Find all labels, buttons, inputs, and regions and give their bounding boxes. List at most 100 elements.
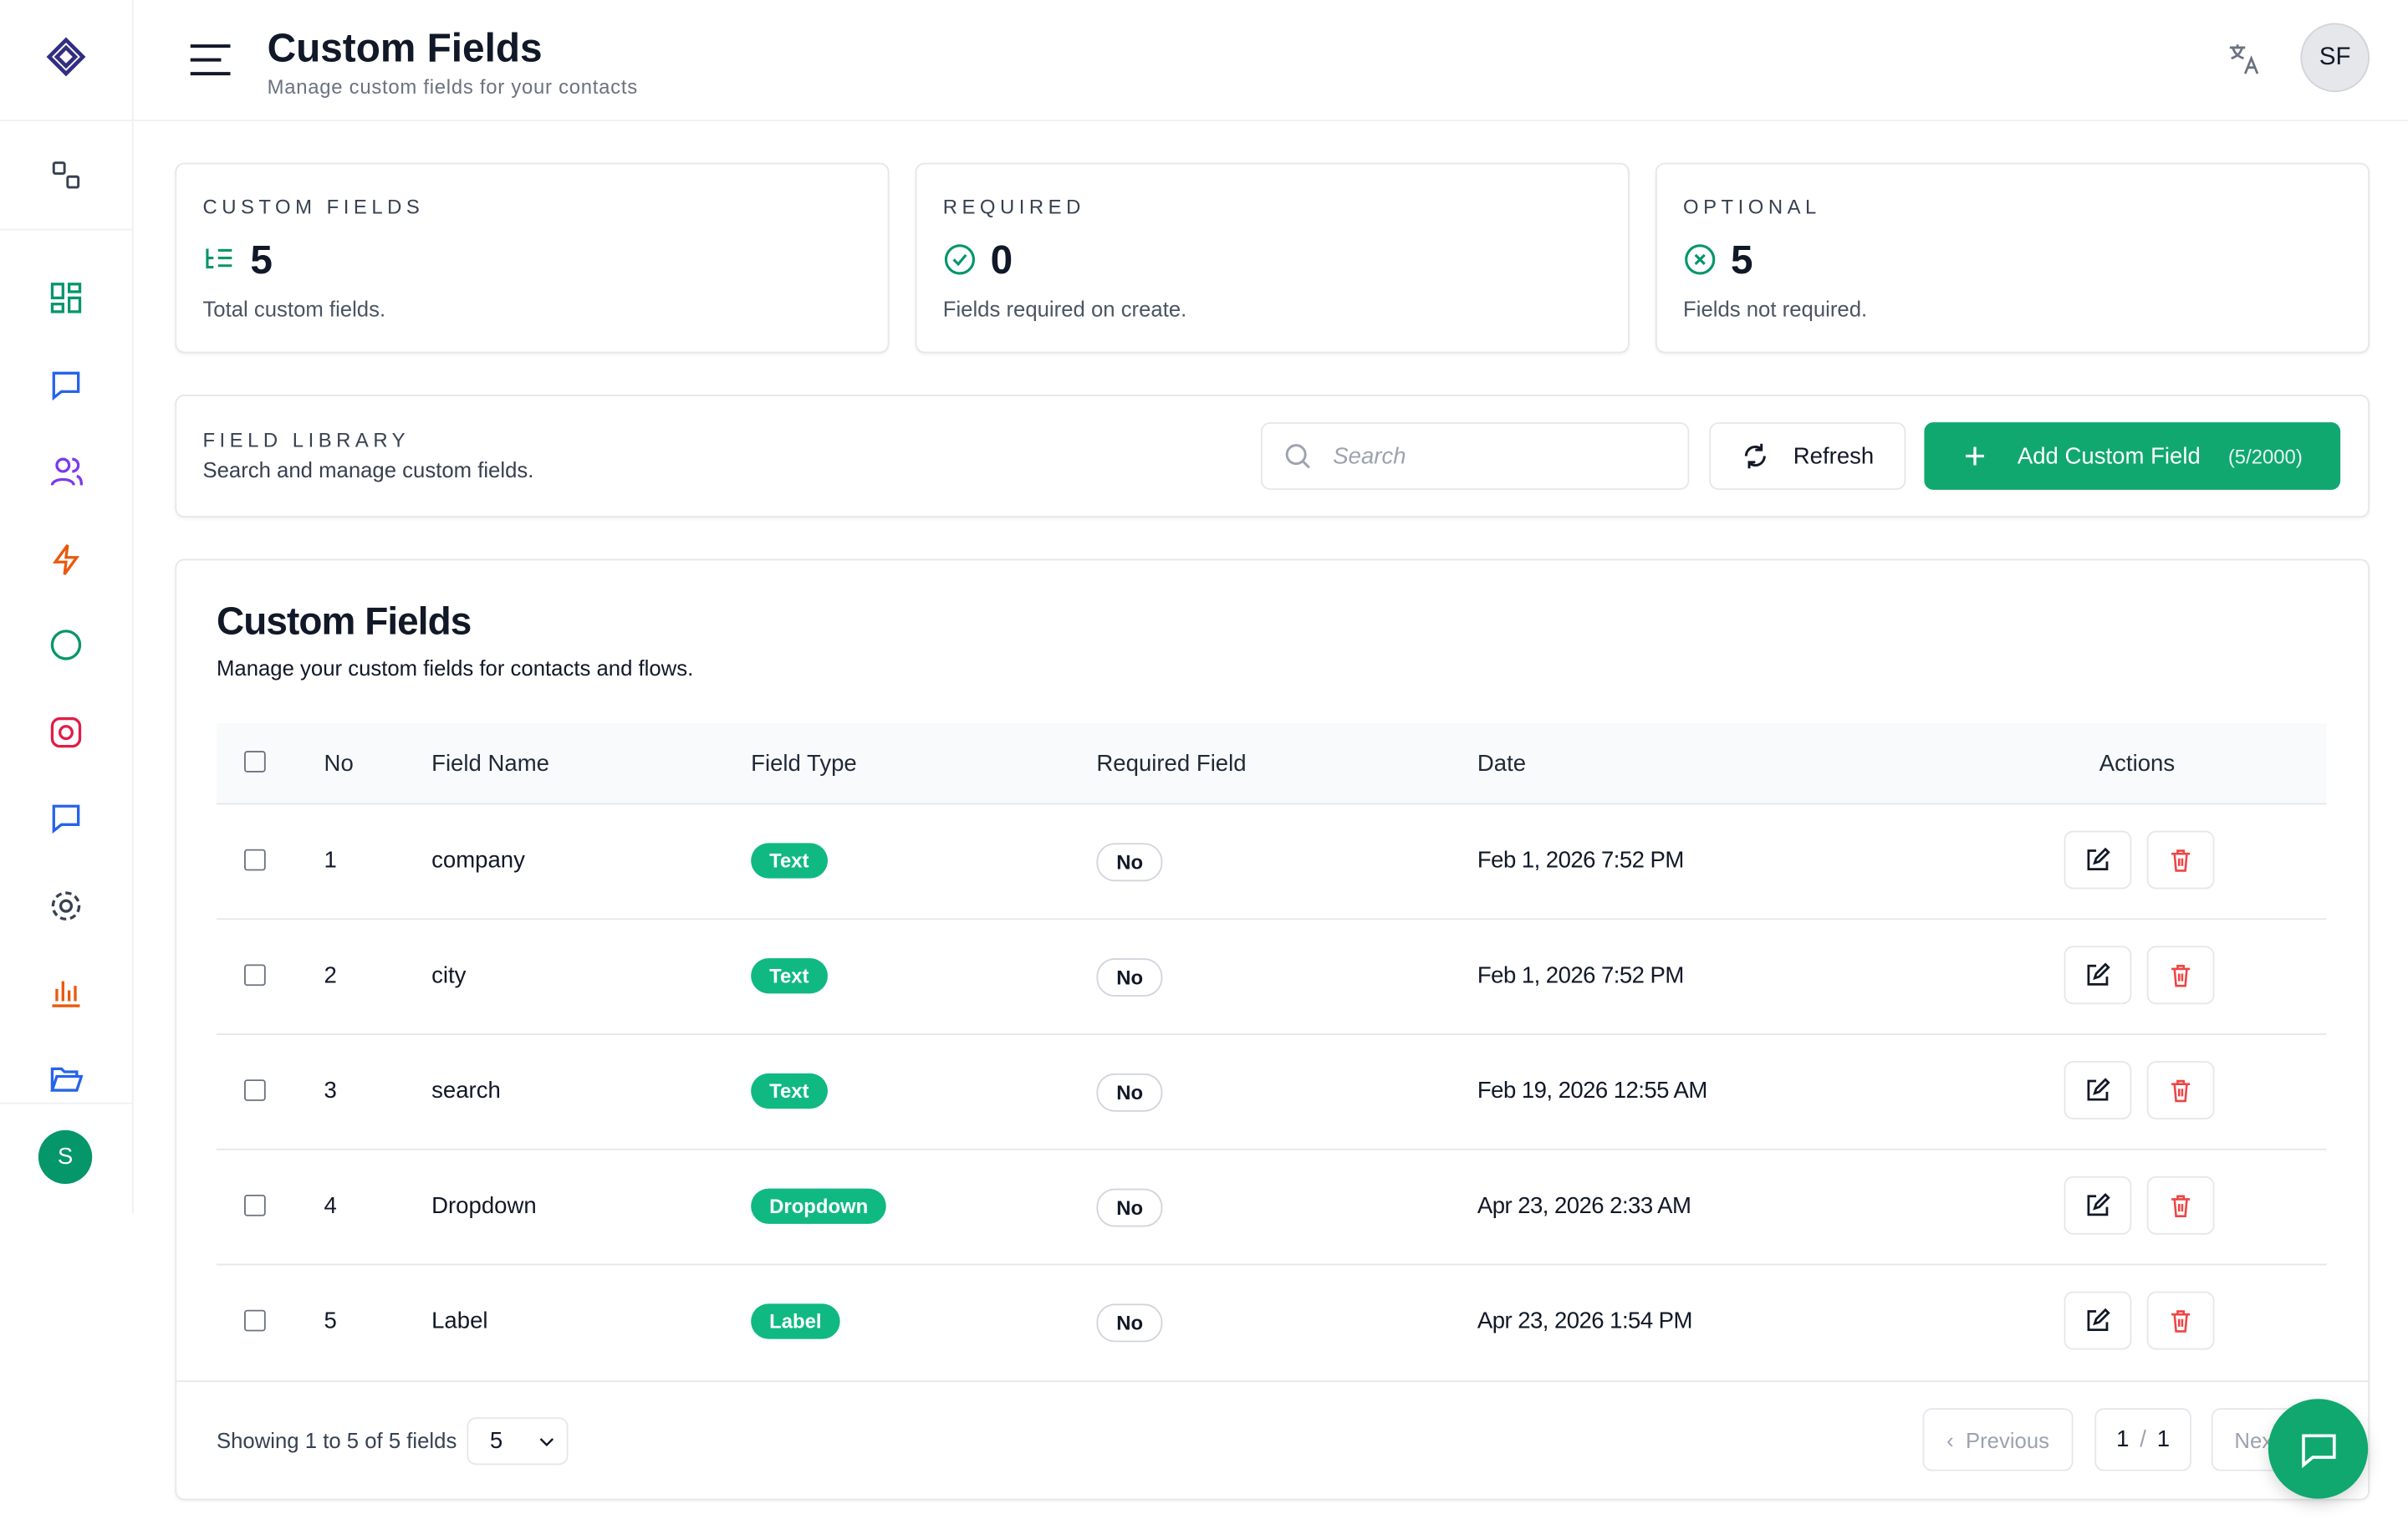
sidebar: S bbox=[0, 0, 134, 1213]
previous-button[interactable]: ‹ Previous bbox=[1922, 1408, 2074, 1471]
stat-note: Fields not required. bbox=[1683, 296, 1868, 321]
edit-button[interactable] bbox=[2064, 1291, 2132, 1350]
previous-label: Previous bbox=[1965, 1427, 2049, 1452]
library-description: Search and manage custom fields. bbox=[202, 457, 534, 482]
required-badge: No bbox=[1096, 1188, 1164, 1227]
row-no: 2 bbox=[324, 962, 337, 989]
nav-automation[interactable] bbox=[49, 542, 83, 575]
field-name: city bbox=[431, 962, 467, 989]
row-date: Apr 23, 2026 2:33 AM bbox=[1477, 1193, 1691, 1220]
nav-messages[interactable] bbox=[49, 802, 83, 835]
delete-button[interactable] bbox=[2146, 1291, 2215, 1350]
search-placeholder: Search bbox=[1333, 442, 1406, 470]
row-divider bbox=[216, 918, 2327, 920]
edit-button[interactable] bbox=[2064, 1175, 2132, 1235]
column-header: Field Type bbox=[751, 751, 857, 778]
chat-fab[interactable] bbox=[2268, 1399, 2369, 1499]
stat-card: OPTIONAL 5 Fields not required. bbox=[1655, 162, 2370, 354]
library-label: FIELD LIBRARY bbox=[202, 428, 411, 451]
row-no: 4 bbox=[324, 1193, 337, 1220]
refresh-button[interactable]: Refresh bbox=[1709, 422, 1906, 490]
user-avatar[interactable]: S bbox=[38, 1130, 93, 1185]
stat-label: CUSTOM FIELDS bbox=[202, 195, 425, 218]
stat-value: 0 bbox=[990, 236, 1013, 283]
stat-value: 5 bbox=[1730, 236, 1753, 283]
required-badge: No bbox=[1096, 1303, 1164, 1343]
nav-settings[interactable] bbox=[49, 889, 83, 922]
row-divider bbox=[216, 1148, 2327, 1150]
stat-label: OPTIONAL bbox=[1683, 195, 1821, 218]
delete-button[interactable] bbox=[2146, 830, 2215, 890]
row-checkbox[interactable] bbox=[244, 1309, 266, 1332]
menu-button[interactable] bbox=[187, 42, 233, 79]
select-all-checkbox[interactable] bbox=[244, 751, 266, 773]
stat-icon bbox=[1683, 242, 1717, 276]
field-name: search bbox=[431, 1078, 501, 1104]
nav-contacts[interactable] bbox=[49, 455, 83, 488]
column-header: No bbox=[324, 751, 354, 778]
type-badge: Text bbox=[751, 843, 828, 879]
row-divider bbox=[216, 1263, 2327, 1266]
column-header: Field Name bbox=[431, 751, 549, 778]
page-size-select[interactable]: 5 bbox=[467, 1417, 569, 1466]
add-field-button[interactable]: Add Custom Field (5/2000) bbox=[1924, 422, 2341, 490]
nav-files[interactable] bbox=[49, 1063, 84, 1096]
type-badge: Label bbox=[751, 1303, 840, 1339]
row-no: 3 bbox=[324, 1078, 337, 1104]
page-size: 5 bbox=[489, 1428, 503, 1455]
delete-button[interactable] bbox=[2146, 946, 2215, 1005]
type-badge: Dropdown bbox=[751, 1188, 887, 1224]
add-label: Add Custom Field bbox=[2017, 442, 2201, 470]
stat-card: CUSTOM FIELDS 5 Total custom fields. bbox=[175, 162, 890, 354]
field-name: Label bbox=[431, 1308, 488, 1335]
required-badge: No bbox=[1096, 843, 1164, 882]
edit-button[interactable] bbox=[2064, 1061, 2132, 1119]
page-title: Custom Fields bbox=[267, 24, 543, 71]
field-name: company bbox=[431, 847, 525, 875]
row-divider bbox=[216, 1033, 2327, 1035]
row-checkbox[interactable] bbox=[244, 1194, 266, 1216]
search-input[interactable]: Search bbox=[1260, 422, 1690, 490]
stat-icon bbox=[202, 242, 236, 276]
page-separator: / bbox=[2140, 1426, 2146, 1453]
row-date: Apr 23, 2026 1:54 PM bbox=[1477, 1308, 1693, 1335]
row-date: Feb 19, 2026 12:55 AM bbox=[1477, 1078, 1707, 1104]
refresh-label: Refresh bbox=[1793, 442, 1875, 470]
required-badge: No bbox=[1096, 1073, 1164, 1112]
stat-note: Total custom fields. bbox=[202, 296, 386, 321]
row-checkbox[interactable] bbox=[244, 964, 266, 987]
edit-button[interactable] bbox=[2064, 946, 2132, 1005]
stat-card: REQUIRED 0 Fields required on create. bbox=[915, 162, 1630, 354]
edit-button[interactable] bbox=[2064, 830, 2132, 890]
column-header: Date bbox=[1477, 751, 1527, 778]
table-title: Custom Fields bbox=[216, 600, 472, 644]
nav-whatsapp[interactable] bbox=[49, 628, 83, 661]
table-card: Custom Fields Manage your custom fields … bbox=[175, 558, 2370, 1501]
stat-note: Fields required on create. bbox=[942, 296, 1187, 321]
stat-icon bbox=[943, 242, 977, 276]
row-no: 5 bbox=[324, 1308, 337, 1335]
nav-chat[interactable] bbox=[49, 369, 83, 402]
row-date: Feb 1, 2026 7:52 PM bbox=[1477, 847, 1684, 875]
row-checkbox[interactable] bbox=[244, 1079, 266, 1101]
delete-button[interactable] bbox=[2146, 1061, 2215, 1119]
profile-avatar[interactable]: SF bbox=[2300, 23, 2370, 93]
row-checkbox[interactable] bbox=[244, 849, 266, 871]
type-badge: Text bbox=[751, 958, 828, 994]
type-badge: Text bbox=[751, 1073, 828, 1109]
field-name: Dropdown bbox=[431, 1193, 537, 1220]
translate-button[interactable] bbox=[2227, 40, 2263, 77]
delete-button[interactable] bbox=[2146, 1175, 2215, 1235]
column-header: Required Field bbox=[1096, 751, 1247, 778]
column-header: Actions bbox=[2099, 751, 2176, 778]
stat-label: REQUIRED bbox=[942, 195, 1085, 218]
nav-dashboard[interactable] bbox=[49, 281, 83, 314]
table-subtitle: Manage your custom fields for contacts a… bbox=[216, 655, 694, 681]
nav-flows[interactable] bbox=[51, 160, 82, 191]
nav-analytics[interactable] bbox=[49, 975, 83, 1008]
page-subtitle: Manage custom fields for your contacts bbox=[267, 74, 638, 99]
row-date: Feb 1, 2026 7:52 PM bbox=[1477, 962, 1684, 989]
nav-instagram[interactable] bbox=[49, 716, 83, 749]
add-count: (5/2000) bbox=[2227, 444, 2303, 468]
